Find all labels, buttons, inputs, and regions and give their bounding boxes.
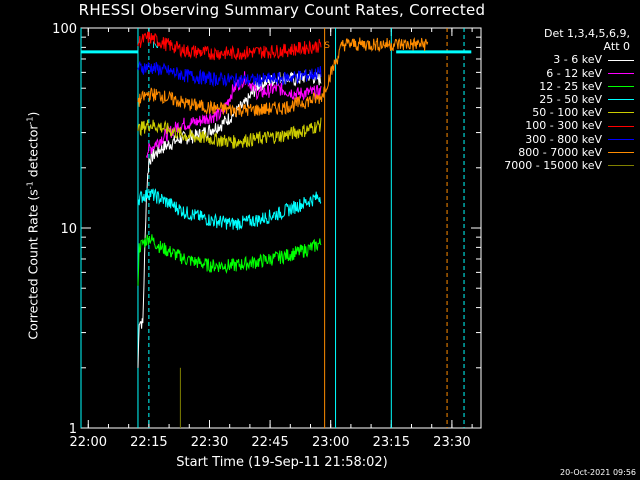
x-tick-label: 22:15: [130, 435, 167, 450]
legend-swatch: [608, 72, 634, 74]
y-tick-label: 1: [69, 422, 77, 437]
legend-swatch: [608, 165, 634, 167]
legend-entry: 300 - 800 keV: [482, 133, 634, 146]
legend-label: 7000 - 15000 keV: [504, 159, 602, 173]
legend-label: 50 - 100 keV: [532, 106, 602, 120]
legend-attenuator: Att 0: [603, 40, 630, 54]
legend-swatch: [608, 112, 634, 114]
legend-label: 25 - 50 keV: [539, 93, 602, 107]
y-tick-label: 100: [52, 22, 77, 37]
legend-swatch: [608, 125, 634, 127]
x-tick-label: 23:30: [433, 435, 470, 450]
series-line-6: [137, 60, 322, 88]
legend-entry: 7000 - 15000 keV: [482, 159, 634, 172]
chart-title: RHESSI Observing Summary Count Rates, Co…: [78, 1, 486, 19]
legend-entry: 3 - 6 keV: [482, 53, 634, 66]
x-tick-label: 22:45: [251, 435, 288, 450]
legend-entry: 800 - 7000 keV: [482, 146, 634, 159]
x-tick-label: 23:15: [373, 435, 410, 450]
legend-entry: 12 - 25 keV: [482, 80, 634, 93]
series-line-4: [137, 117, 322, 149]
legend-entry: 50 - 100 keV: [482, 106, 634, 119]
legend-label: 800 - 7000 keV: [518, 145, 602, 159]
series-line-0: [137, 69, 322, 368]
series-line-1: [146, 71, 322, 159]
marker-label: N: [152, 41, 159, 51]
x-tick-label: 22:00: [70, 435, 107, 450]
x-axis-label: Start Time (19-Sep-11 21:58:02): [176, 455, 388, 470]
marker-label: S: [324, 41, 330, 51]
legend-swatch: [608, 59, 634, 61]
series-line-7: [137, 36, 429, 117]
legend-label: 12 - 25 keV: [539, 79, 602, 93]
legend-entry: 100 - 300 keV: [482, 119, 634, 132]
legend-swatch: [608, 85, 634, 87]
legend-label: 300 - 800 keV: [525, 132, 602, 146]
x-tick-label: 23:00: [312, 435, 349, 450]
legend: Det 1,3,4,5,6,9, Att 0 3 - 6 keV 6 - 12 k…: [482, 27, 634, 172]
legend-swatch: [608, 151, 634, 153]
legend-label: 3 - 6 keV: [553, 53, 602, 67]
legend-entry: 6 - 12 keV: [482, 67, 634, 80]
legend-detectors: Det 1,3,4,5,6,9,: [543, 27, 630, 40]
legend-label: 6 - 12 keV: [546, 66, 602, 80]
series-line-2: [137, 234, 322, 286]
legend-swatch: [608, 99, 634, 101]
series-line-5: [137, 31, 322, 61]
legend-swatch: [608, 138, 634, 140]
legend-entry: 25 - 50 keV: [482, 93, 634, 106]
x-tick-label: 22:30: [191, 435, 228, 450]
y-tick-label: 10: [60, 222, 77, 237]
series-line-3: [137, 187, 322, 231]
timestamp: 20-Oct-2021 09:56: [560, 468, 636, 477]
legend-label: 100 - 300 keV: [525, 119, 602, 133]
